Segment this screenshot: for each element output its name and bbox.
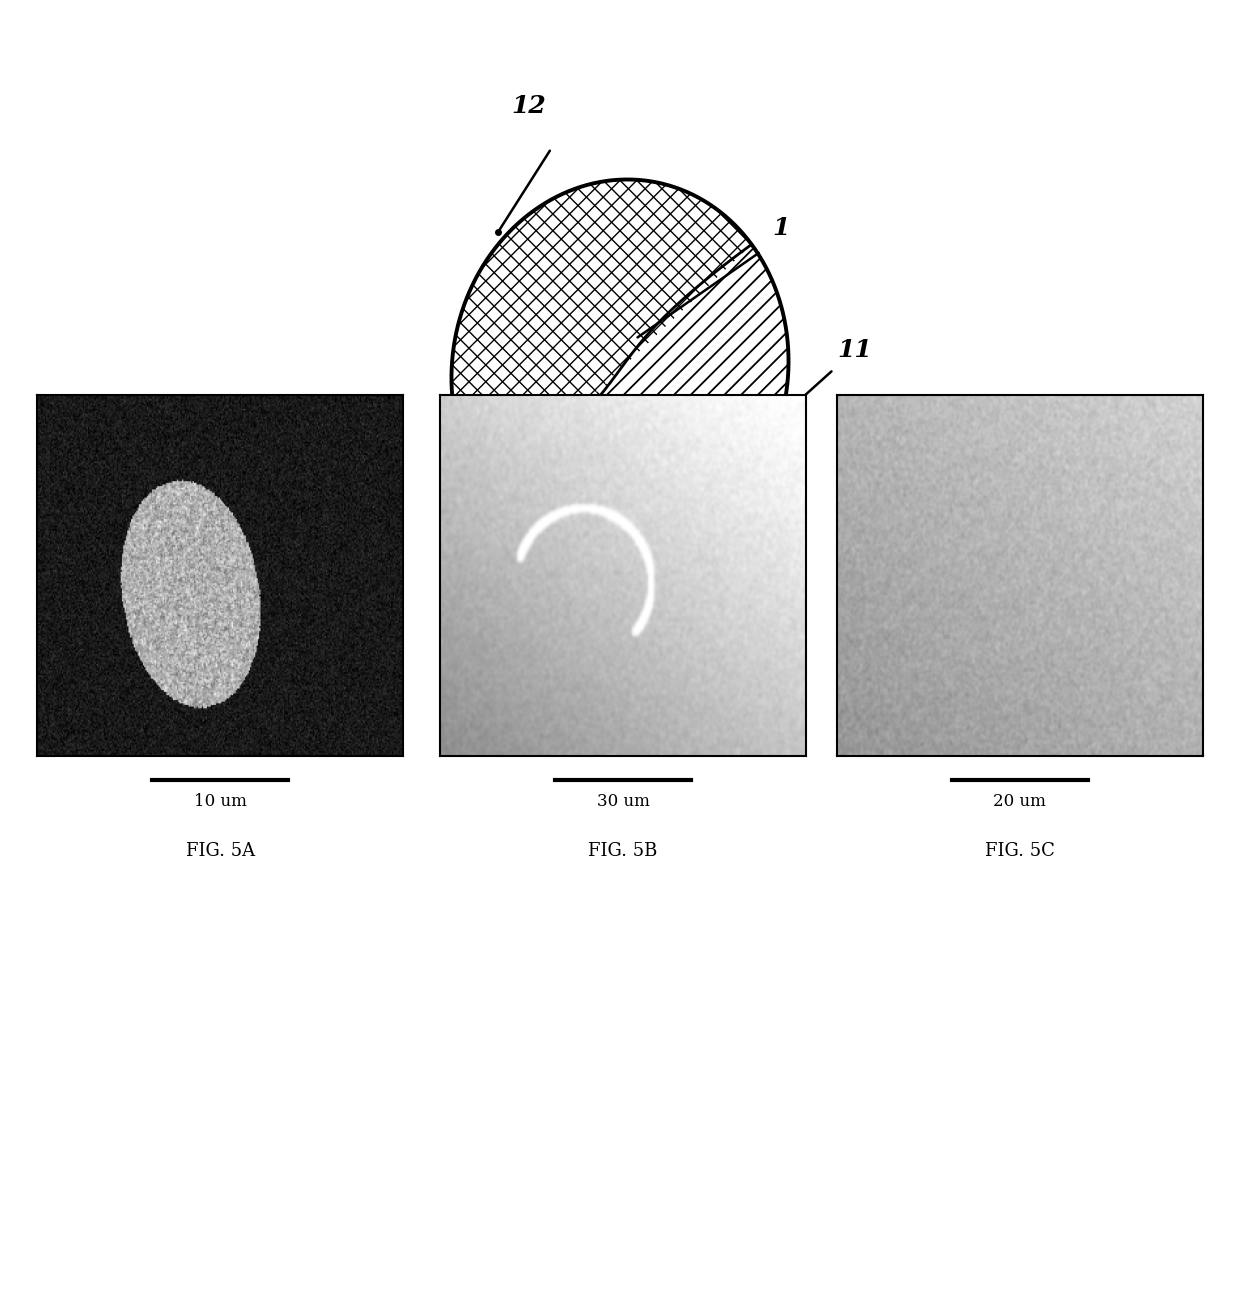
Polygon shape bbox=[451, 179, 789, 559]
Text: 10 um: 10 um bbox=[193, 793, 247, 810]
Polygon shape bbox=[451, 179, 789, 560]
Text: 13: 13 bbox=[489, 652, 523, 676]
Text: 30 um: 30 um bbox=[596, 793, 650, 810]
Text: 1: 1 bbox=[773, 216, 790, 239]
Polygon shape bbox=[451, 179, 751, 494]
Text: 11: 11 bbox=[837, 338, 872, 362]
Text: FIG. 5B: FIG. 5B bbox=[589, 842, 657, 860]
Text: FIG. 4: FIG. 4 bbox=[591, 732, 649, 751]
Text: FIG. 5C: FIG. 5C bbox=[985, 842, 1055, 860]
Text: FIG. 5A: FIG. 5A bbox=[186, 842, 254, 860]
Text: 20 um: 20 um bbox=[993, 793, 1047, 810]
Text: 12: 12 bbox=[511, 93, 546, 118]
